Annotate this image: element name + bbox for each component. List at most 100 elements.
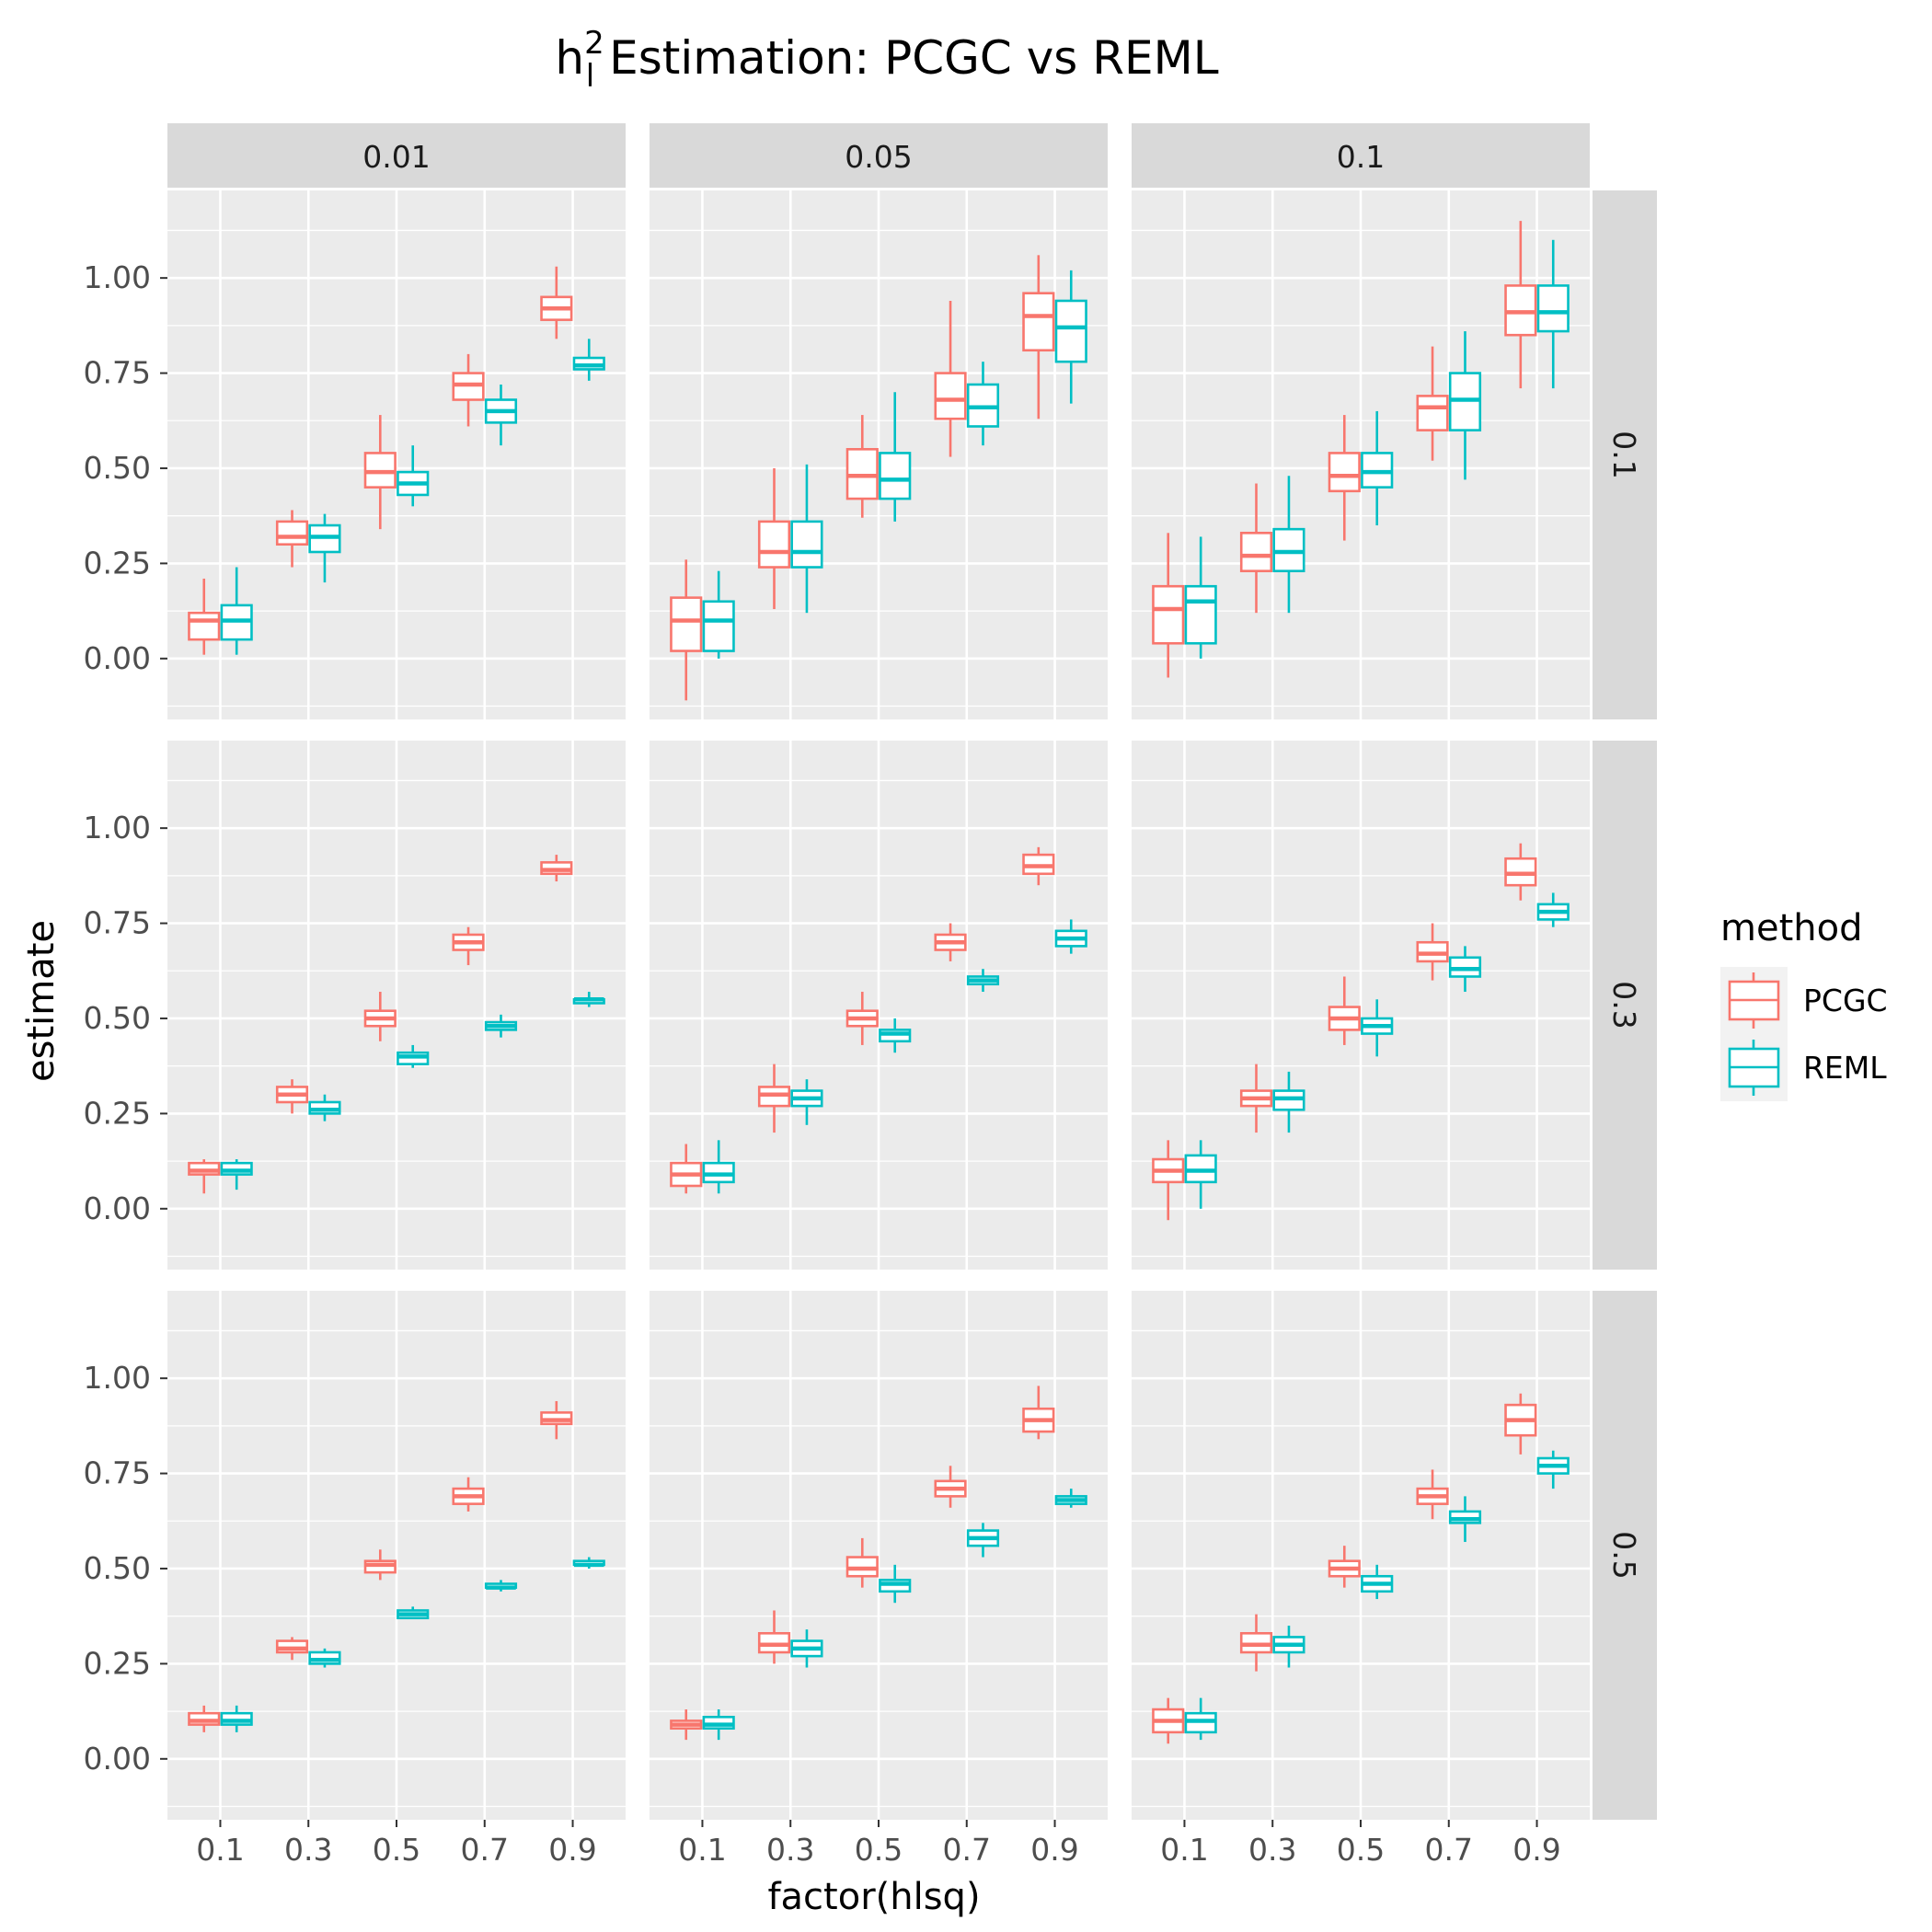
facet-row-strip xyxy=(1593,1291,1657,1820)
boxplot-pcgc xyxy=(188,578,221,655)
iqr-box xyxy=(670,596,703,652)
iqr-box xyxy=(1416,395,1449,431)
y-tick-label: 0.50 xyxy=(84,1550,151,1586)
y-tick-label: 1.00 xyxy=(84,1360,151,1396)
panel xyxy=(167,190,626,719)
boxplot-reml xyxy=(702,1140,735,1194)
boxplot-reml xyxy=(1184,1140,1217,1209)
boxplot-pcgc xyxy=(188,1705,221,1732)
facet-col-strip xyxy=(1132,123,1590,188)
boxplot-reml xyxy=(1272,476,1305,614)
boxplot-pcgc xyxy=(1152,1697,1185,1744)
boxplot-pcgc xyxy=(845,992,879,1045)
x-tick-label: 0.9 xyxy=(1512,1832,1560,1868)
facet-row-label: 0.1 xyxy=(1606,431,1642,478)
boxplot-pcgc xyxy=(757,1610,791,1664)
boxplot-reml xyxy=(790,1629,823,1668)
facet-row-strip xyxy=(1593,741,1657,1270)
boxplot-reml xyxy=(484,384,518,446)
x-tick-label: 0.3 xyxy=(1248,1832,1296,1868)
boxplot-reml xyxy=(966,362,1000,446)
boxplot-reml xyxy=(220,1705,253,1732)
boxplot-reml xyxy=(1448,1496,1482,1543)
boxplot-pcgc xyxy=(363,1549,397,1581)
panel xyxy=(650,741,1108,1270)
y-tick-label: 0.00 xyxy=(84,1741,151,1777)
y-tick-label: 0.75 xyxy=(84,355,151,391)
facet-col-label: 0.01 xyxy=(362,139,430,175)
panel xyxy=(1132,741,1590,1270)
y-tick-label: 0.50 xyxy=(84,1000,151,1036)
boxplot-reml xyxy=(1272,1071,1305,1133)
boxplot-reml xyxy=(1536,1450,1570,1489)
boxplot-pcgc xyxy=(363,992,397,1041)
boxplot-pcgc xyxy=(934,300,967,457)
boxplot-pcgc xyxy=(452,926,485,966)
facet-col-strip xyxy=(650,123,1108,188)
iqr-box xyxy=(1184,584,1217,645)
x-tick-label: 0.9 xyxy=(548,1832,596,1868)
boxplot-reml xyxy=(308,1648,341,1668)
boxplot-reml xyxy=(1361,999,1394,1057)
facet-col-label: 0.1 xyxy=(1337,139,1385,175)
boxplot-reml xyxy=(702,1709,735,1741)
iqr-box xyxy=(1022,292,1055,352)
boxplot-pcgc xyxy=(540,266,573,339)
x-tick-label: 0.5 xyxy=(1337,1832,1385,1868)
boxplot-pcgc xyxy=(1022,1386,1055,1440)
boxplot-reml xyxy=(397,1606,430,1620)
boxplot-pcgc xyxy=(1152,1140,1185,1221)
iqr-box xyxy=(879,452,912,500)
boxplot-pcgc xyxy=(275,1079,309,1114)
boxplot-reml xyxy=(702,570,735,659)
boxplot-reml xyxy=(220,1159,253,1190)
y-tick-label: 0.00 xyxy=(84,1190,151,1226)
iqr-box xyxy=(790,520,823,569)
legend-title: method xyxy=(1720,907,1862,949)
y-tick-label: 0.25 xyxy=(84,1645,151,1681)
x-tick-label: 0.7 xyxy=(943,1832,991,1868)
x-tick-label: 0.3 xyxy=(766,1832,814,1868)
panel xyxy=(1132,190,1590,719)
boxplot-pcgc xyxy=(1416,346,1449,461)
boxplot-reml xyxy=(308,513,341,583)
boxplot-reml xyxy=(397,445,430,507)
iqr-box xyxy=(934,372,967,420)
boxplot-reml xyxy=(308,1094,341,1121)
y-tick-label: 0.75 xyxy=(84,905,151,941)
boxplot-reml xyxy=(572,992,605,1007)
boxplot-pcgc xyxy=(452,353,485,427)
facet-row-label: 0.3 xyxy=(1606,981,1642,1029)
boxplot-pcgc xyxy=(1504,843,1537,901)
legend-key-pcgc xyxy=(1720,967,1788,1034)
boxplot-pcgc xyxy=(1239,1064,1273,1133)
boxplot-pcgc xyxy=(670,559,703,701)
boxplot-pcgc xyxy=(1504,221,1537,389)
boxplot-reml xyxy=(397,1044,430,1068)
facet-row-strip xyxy=(1593,190,1657,719)
boxplot-reml xyxy=(966,969,1000,993)
y-tick-label: 1.00 xyxy=(84,259,151,295)
boxplot-reml xyxy=(1184,1697,1217,1741)
iqr-box xyxy=(1239,532,1273,572)
boxplot-pcgc xyxy=(757,467,791,610)
boxplot-reml xyxy=(220,567,253,655)
boxplot-pcgc xyxy=(188,1159,221,1194)
boxplot-pcgc xyxy=(1239,1614,1273,1672)
plot-title: h2 l Estimation: PCGC vs REML xyxy=(555,25,1218,95)
boxplot-pcgc xyxy=(1328,1546,1361,1588)
x-tick-label: 0.7 xyxy=(1425,1832,1473,1868)
y-axis-title: estimate xyxy=(20,920,63,1082)
boxplot-reml xyxy=(1448,946,1482,993)
x-axis-title: factor(hlsq) xyxy=(767,1876,980,1918)
title-superscript: 2 xyxy=(584,25,604,62)
facet-col-label: 0.05 xyxy=(845,139,912,175)
boxplot-pcgc xyxy=(540,1400,573,1440)
legend: method PCGC REML xyxy=(1720,907,1888,1101)
boxplot-reml xyxy=(879,1018,912,1053)
title-text: Estimation: PCGC vs REML xyxy=(594,31,1219,85)
boxplot-reml xyxy=(879,392,912,522)
boxplot-reml xyxy=(1272,1626,1305,1668)
boxplot-pcgc xyxy=(1416,1469,1449,1520)
boxplot-reml xyxy=(1184,536,1217,659)
